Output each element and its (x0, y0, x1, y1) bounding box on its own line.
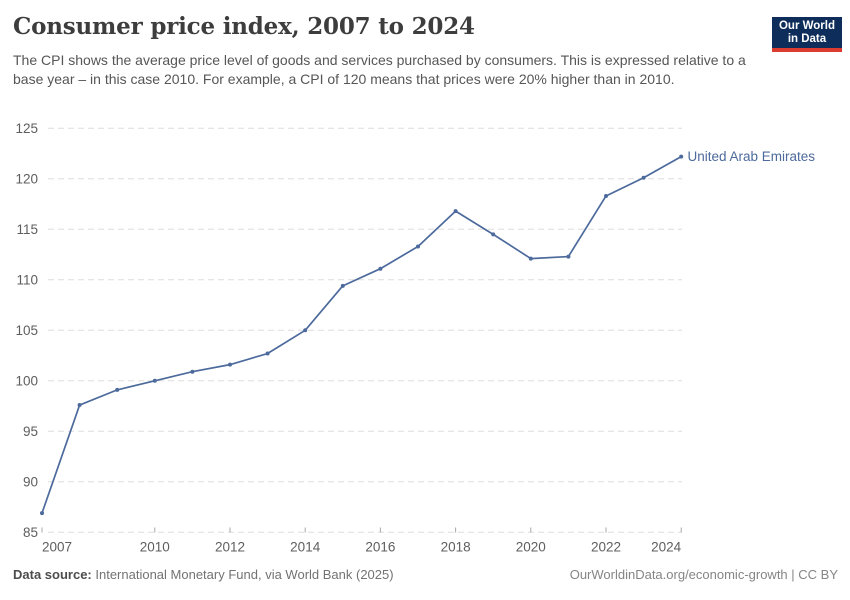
series-line (41, 155, 683, 514)
x-axis-tick-label: 2007 (42, 540, 72, 555)
data-point[interactable] (566, 254, 571, 259)
data-point[interactable] (228, 362, 232, 367)
y-axis-tick-label: 85 (23, 525, 38, 540)
x-axis-tick-label: 2010 (140, 540, 170, 555)
owid-logo: Our World in Data (771, 17, 842, 52)
data-point[interactable] (190, 369, 195, 374)
data-point[interactable] (40, 511, 44, 516)
data-point[interactable] (378, 266, 383, 271)
owid-logo-line2: in Data (787, 33, 827, 45)
y-axis-tick-label: 95 (23, 424, 38, 439)
x-axis-tick-label: 2022 (591, 540, 621, 555)
data-point[interactable] (303, 328, 308, 333)
x-axis-tick-label: 2024 (651, 540, 682, 555)
entity-label[interactable]: United Arab Emirates (688, 149, 816, 164)
x-axis-tick-label: 2014 (290, 540, 321, 555)
data-point[interactable] (491, 232, 496, 237)
data-source-label: Data source: (13, 567, 92, 582)
x-axis-tick-label: 2012 (215, 540, 245, 555)
data-point[interactable] (416, 244, 420, 249)
credit-link[interactable]: OurWorldinData.org/economic-growth | CC … (569, 567, 838, 582)
data-point[interactable] (604, 193, 608, 198)
data-point[interactable] (340, 283, 345, 288)
y-axis-tick-label: 120 (15, 171, 38, 186)
data-point[interactable] (265, 351, 270, 356)
data-source-value: International Monetary Fund, via World B… (95, 567, 394, 582)
x-axis-tick-label: 2018 (441, 540, 471, 555)
data-point[interactable] (641, 175, 646, 180)
data-point[interactable] (528, 256, 533, 261)
y-axis-tick-label: 110 (16, 272, 38, 287)
data-point[interactable] (115, 387, 120, 392)
data-point[interactable] (77, 403, 82, 408)
data-point[interactable] (679, 154, 684, 159)
page-title: Consumer price index, 2007 to 2024 (13, 13, 475, 40)
data-point[interactable] (152, 378, 157, 383)
x-axis-tick-label: 2020 (516, 540, 546, 555)
y-axis-tick-label: 105 (15, 323, 38, 338)
chart-subtitle: The CPI shows the average price level of… (13, 52, 746, 87)
data-point[interactable] (453, 209, 458, 214)
data-source: Data source: International Monetary Fund… (13, 567, 394, 582)
y-axis-tick-label: 100 (15, 373, 38, 388)
y-axis-tick-label: 90 (23, 474, 38, 489)
y-axis-tick-label: 125 (15, 121, 38, 136)
owid-logo-line1: Our World (778, 20, 835, 32)
y-axis-tick-label: 115 (16, 222, 38, 237)
x-axis-tick-label: 2016 (365, 540, 395, 555)
chart-footer: Data source: International Monetary Fund… (13, 567, 838, 582)
